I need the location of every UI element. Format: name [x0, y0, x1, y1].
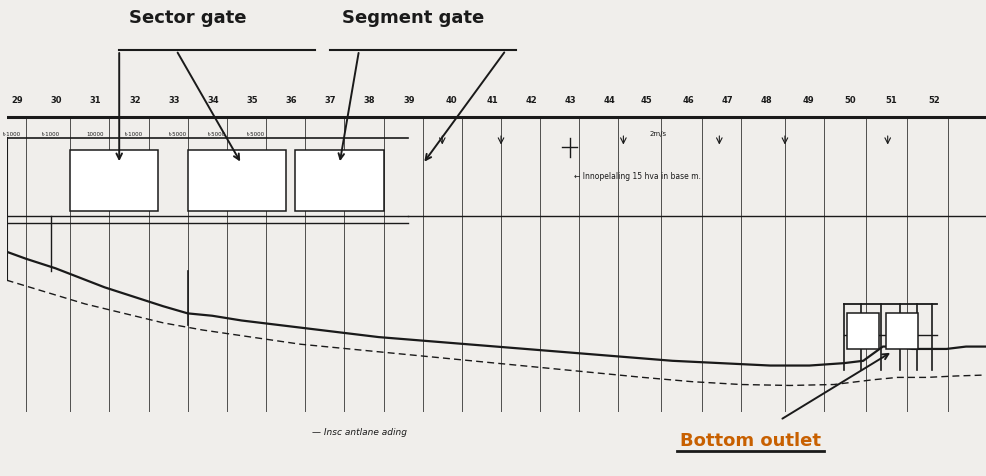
Text: 40: 40 — [445, 96, 457, 105]
Text: 52: 52 — [928, 96, 940, 105]
Text: 36: 36 — [285, 96, 297, 105]
Text: 47: 47 — [721, 96, 733, 105]
Text: 39: 39 — [402, 96, 414, 105]
Text: 34: 34 — [207, 96, 219, 105]
Text: 44: 44 — [603, 96, 615, 105]
Text: t-1000: t-1000 — [41, 131, 60, 137]
Text: Sector gate: Sector gate — [129, 10, 246, 28]
Text: 33: 33 — [168, 96, 179, 105]
Text: 29: 29 — [12, 96, 23, 105]
Text: 42: 42 — [525, 96, 536, 105]
Bar — [187, 150, 285, 212]
Text: 46: 46 — [681, 96, 693, 105]
Bar — [846, 314, 878, 349]
Text: 48: 48 — [759, 96, 771, 105]
Text: 38: 38 — [364, 96, 375, 105]
Text: Bottom outlet: Bottom outlet — [679, 431, 820, 448]
Text: 51: 51 — [884, 96, 896, 105]
Bar — [884, 314, 917, 349]
Text: t-1000: t-1000 — [124, 131, 143, 137]
Text: 43: 43 — [564, 96, 576, 105]
Text: 2m/s: 2m/s — [649, 131, 666, 137]
Text: t-5000: t-5000 — [246, 131, 265, 137]
Text: — Insc antlane ading: — Insc antlane ading — [312, 427, 406, 436]
Text: 49: 49 — [802, 96, 813, 105]
Text: 30: 30 — [50, 96, 62, 105]
Text: 50: 50 — [844, 96, 856, 105]
Text: t-5000: t-5000 — [208, 131, 226, 137]
Bar — [295, 150, 384, 212]
Text: 41: 41 — [486, 96, 498, 105]
Text: 10000: 10000 — [86, 131, 104, 137]
Text: 32: 32 — [129, 96, 140, 105]
Text: 37: 37 — [324, 96, 336, 105]
Text: 45: 45 — [640, 96, 652, 105]
Text: t-5000: t-5000 — [169, 131, 186, 137]
Text: Segment gate: Segment gate — [341, 10, 483, 28]
Bar — [70, 150, 158, 212]
Text: 35: 35 — [246, 96, 258, 105]
Text: 31: 31 — [90, 96, 102, 105]
Text: t-1000: t-1000 — [2, 131, 21, 137]
Text: ← Innopelaling 15 hva in base m.: ← Innopelaling 15 hva in base m. — [574, 172, 701, 181]
